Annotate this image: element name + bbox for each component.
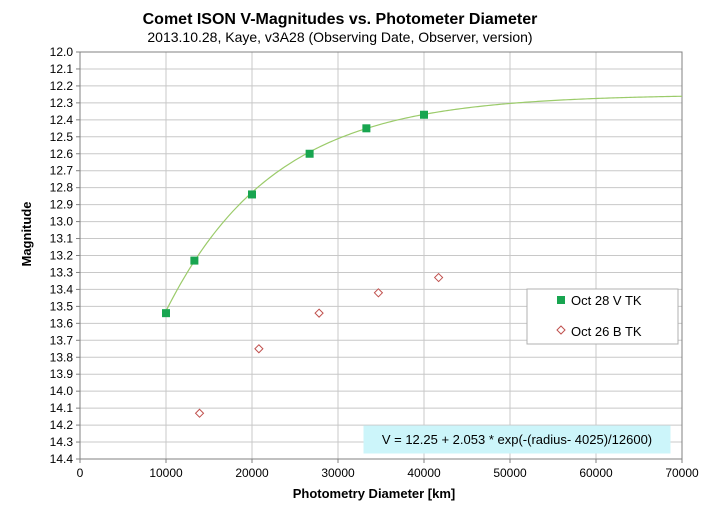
y-tick-label: 12.4 [50,113,74,127]
point-oct-28-v-tk [248,190,256,199]
x-tick-label: 10000 [149,466,183,480]
x-tick-label: 60000 [579,466,613,480]
y-tick-label: 13.3 [50,265,74,279]
y-tick-label: 14.2 [50,418,74,432]
formula-background [363,425,671,454]
y-tick-label: 12.1 [50,62,74,76]
y-tick-label: 12.9 [50,198,74,212]
point-oct-28-v-tk [420,110,428,119]
point-oct-28-v-tk [362,124,371,133]
legend-box [526,288,679,345]
y-tick-label: 13.8 [50,350,74,364]
point-oct-28-v-tk [162,309,170,318]
legend-marker-oct-26-b-tk [556,325,566,335]
y-tick-label: 12.3 [50,96,74,110]
point-oct-26-b-tk [194,408,205,418]
y-tick-label: 13.2 [50,249,74,263]
point-oct-28-v-tk [305,149,314,158]
plot-area [79,51,683,460]
point-oct-26-b-tk [433,272,444,283]
y-tick-label: 14.3 [50,435,74,449]
point-oct-26-b-tk [314,308,324,318]
x-tick-label: 70000 [665,466,699,480]
fit-formula: V = 12.25 + 2.053 * exp(-(radius- 4025)/… [382,432,652,447]
x-tick-label: 0 [77,466,84,480]
y-tick-label: 12.8 [50,181,74,195]
y-tick-label: 12.0 [50,45,74,59]
y-tick-label: 13.9 [50,367,74,381]
y-tick-label: 13.6 [50,316,74,330]
y-tick-label: 12.6 [50,147,74,161]
x-tick-label: 50000 [493,466,527,480]
grid [80,52,682,459]
y-tick-label: 12.2 [50,79,74,93]
x-axis-label: Photometry Diameter [km] [293,486,456,501]
x-axis-ticks: 0 10000 20000 30000 40000 50000 60000 70000 [77,459,699,480]
x-tick-label: 30000 [321,466,355,480]
y-tick-label: 13.5 [50,299,74,313]
legend: Oct 28 V TK Oct 26 B TK [526,288,679,345]
y-tick-label: 14.1 [50,401,74,415]
data-points [162,110,444,418]
x-tick-label: 40000 [407,466,441,480]
y-tick-label: 13.1 [50,232,74,246]
point-oct-26-b-tk [373,288,384,298]
legend-marker-oct-28-v-tk [557,296,565,304]
y-tick-label: 13.0 [50,215,74,229]
y-tick-label: 14.0 [50,384,74,398]
y-axis-label: Magnitude [19,202,34,267]
legend-entry-oct-26-b-tk: Oct 26 B TK [571,324,642,339]
x-tick-label: 20000 [235,466,269,480]
legend-entry-oct-28-v-tk: Oct 28 V TK [571,293,642,308]
chart-subtitle: 2013.10.28, Kaye, v3A28 (Observing Date,… [147,29,532,45]
y-tick-label: 12.5 [50,130,74,144]
y-axis-ticks: 12.0 12.1 12.2 12.3 12.4 12.5 12.6 12.7 12.8 12.9… [50,45,80,466]
point-oct-28-v-tk [190,256,199,265]
y-tick-label: 13.4 [50,282,74,296]
chart-title: Comet ISON V-Magnitudes vs. Photometer D… [143,11,538,28]
y-tick-label: 13.7 [50,333,74,347]
point-oct-26-b-tk [254,344,264,354]
y-tick-label: 12.7 [50,164,74,178]
fit-formula-box: V = 12.25 + 2.053 * exp(-(radius- 4025)/… [363,425,671,454]
y-tick-label: 14.4 [50,452,74,466]
